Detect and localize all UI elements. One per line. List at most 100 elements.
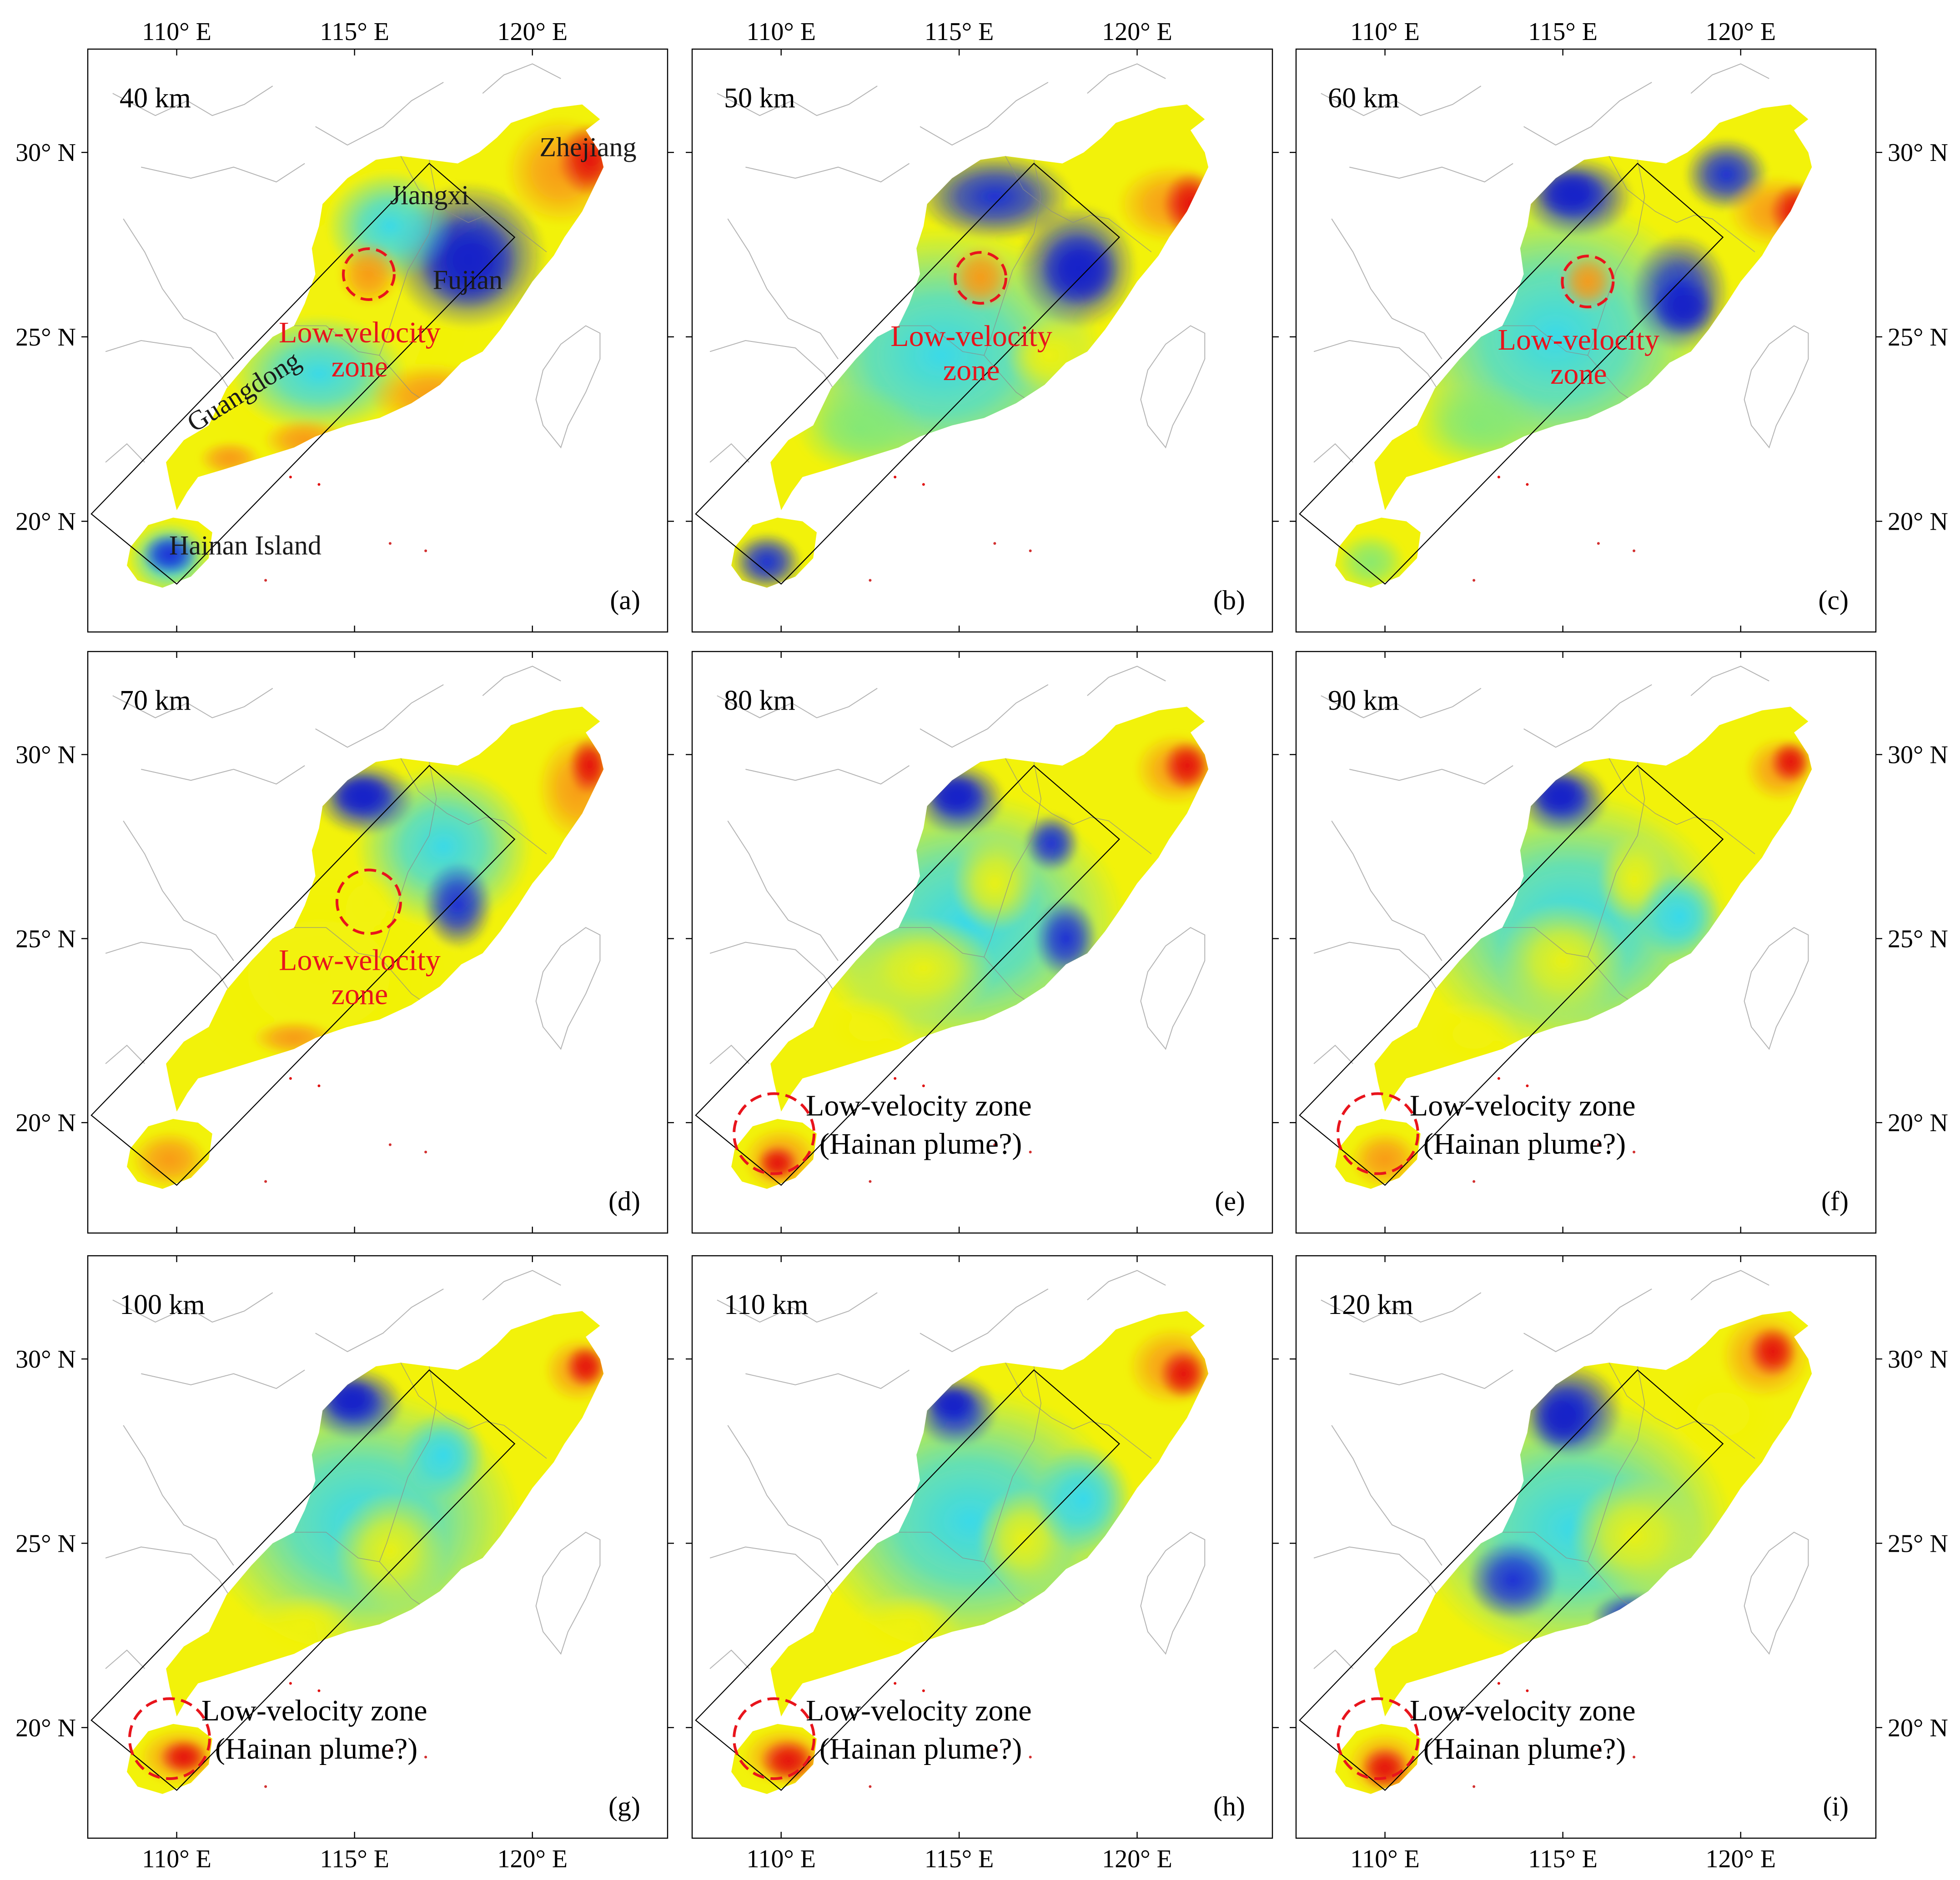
province-boundary-line bbox=[920, 684, 1049, 748]
province-boundary-line bbox=[1313, 443, 1353, 463]
province-boundary bbox=[1005, 155, 1152, 252]
study-area-box bbox=[90, 765, 516, 1186]
panel-i: 110° E 115° E 120° E 20° N 25° N 30° N 120 km (… bbox=[1290, 1255, 1948, 1873]
region-label: Jiangxi bbox=[390, 180, 469, 210]
province-boundary-line bbox=[1313, 1649, 1353, 1669]
province-boundary bbox=[983, 160, 1042, 400]
panel-letter: (d) bbox=[608, 1186, 640, 1216]
islet bbox=[388, 542, 392, 545]
lat-tick-label-right: 30° N bbox=[1888, 1345, 1948, 1374]
islet bbox=[869, 1785, 872, 1788]
province-boundary-line bbox=[1313, 1546, 1450, 1614]
velocity-anomaly bbox=[141, 532, 198, 577]
velocity-anomaly bbox=[1162, 740, 1209, 792]
panel-frame bbox=[691, 48, 1273, 633]
province-boundary-line bbox=[727, 820, 839, 961]
panel-h: 110° E 115° E 120° E 110 km (h) Low-velocity … bbox=[686, 1255, 1279, 1873]
taiwan-outline bbox=[1744, 1531, 1809, 1655]
lon-tick-label-bottom: 110° E bbox=[142, 1845, 211, 1873]
annotation-line-1: Low-velocity zone bbox=[1410, 1694, 1636, 1727]
province-boundary-line bbox=[1349, 163, 1513, 183]
province-boundary-line bbox=[1313, 340, 1450, 407]
velocity-anomaly bbox=[401, 1410, 487, 1499]
panel-letter: (h) bbox=[1213, 1791, 1245, 1821]
province-boundary-line bbox=[1321, 1292, 1482, 1323]
lon-tick-label-top: 120° E bbox=[1102, 18, 1172, 46]
velocity-anomaly bbox=[756, 1144, 799, 1182]
taiwan-outline bbox=[535, 1531, 601, 1655]
low-velocity-circle bbox=[733, 1092, 816, 1175]
province-boundary-line bbox=[315, 684, 444, 748]
panel-letter: (e) bbox=[1215, 1186, 1245, 1216]
islet bbox=[289, 1077, 292, 1080]
province-boundary-line bbox=[709, 1044, 750, 1064]
velocity-anomaly bbox=[159, 1739, 209, 1776]
province-boundary-line bbox=[482, 63, 561, 94]
province-boundary-line bbox=[105, 1546, 241, 1614]
islet bbox=[264, 1785, 267, 1788]
lon-tick-label-bottom: 115° E bbox=[320, 1845, 389, 1873]
annotation-line-1: Low-velocity zone bbox=[806, 1694, 1032, 1727]
annotation-line-2: (Hainan plume?) bbox=[819, 1127, 1022, 1160]
velocity-anomaly bbox=[1769, 740, 1812, 784]
province-boundary bbox=[379, 1366, 437, 1606]
islet bbox=[289, 1682, 292, 1685]
lat-tick-label-left: 25° N bbox=[15, 1529, 76, 1558]
low-velocity-circle bbox=[1561, 255, 1615, 309]
province-boundary bbox=[983, 1366, 1042, 1606]
low-velocity-circle bbox=[1336, 1697, 1419, 1780]
taiwan-outline bbox=[1744, 927, 1809, 1050]
province-boundary bbox=[1005, 1362, 1152, 1459]
panel-frame bbox=[1295, 651, 1877, 1234]
velocity-anomaly bbox=[130, 1130, 209, 1189]
velocity-anomaly bbox=[1360, 1746, 1410, 1790]
province-boundary bbox=[294, 325, 380, 356]
panel-f: 20° N 25° N 30° N 90 km (f) Low-velocity zone… bbox=[1290, 651, 1948, 1234]
lat-tick-label-right: 25° N bbox=[1888, 925, 1948, 953]
islet bbox=[388, 1748, 392, 1751]
velocity-anomaly bbox=[1637, 872, 1723, 961]
islet bbox=[1597, 1143, 1600, 1146]
province-boundary-line bbox=[1690, 63, 1769, 94]
low-velocity-circle bbox=[128, 1697, 211, 1780]
province-boundary-line bbox=[745, 1369, 910, 1389]
islet bbox=[264, 579, 267, 582]
islet bbox=[1526, 483, 1529, 486]
low-velocity-circle bbox=[342, 247, 396, 301]
province-boundary-line bbox=[709, 340, 846, 407]
annotation-line-1: Low-velocity zone bbox=[1410, 1089, 1636, 1122]
province-boundary-line bbox=[112, 1292, 273, 1323]
low-velocity-circle bbox=[733, 1697, 816, 1780]
province-boundary bbox=[1502, 927, 1588, 958]
islet bbox=[1473, 1180, 1476, 1183]
velocity-anomaly bbox=[1158, 1348, 1209, 1400]
lon-tick-label-top: 120° E bbox=[1705, 18, 1776, 46]
islet bbox=[922, 1689, 925, 1692]
province-boundary bbox=[1587, 1366, 1645, 1606]
lat-tick-label-left: 25° N bbox=[15, 323, 76, 351]
lat-tick-label-right: 20° N bbox=[1888, 1714, 1948, 1742]
velocity-anomaly bbox=[759, 1739, 817, 1783]
depth-label: 90 km bbox=[1328, 685, 1399, 716]
annotation-line-2: zone bbox=[332, 350, 388, 383]
province-boundary bbox=[1587, 762, 1645, 1002]
islet bbox=[317, 1689, 321, 1692]
province-boundary-line bbox=[1331, 820, 1442, 961]
study-area-box bbox=[90, 162, 516, 585]
province-boundary-line bbox=[105, 1649, 145, 1669]
province-boundary-line bbox=[727, 218, 839, 360]
panel-e: 80 km (e) Low-velocity zone (Hainan plume?) bbox=[686, 651, 1279, 1234]
islet bbox=[1029, 1755, 1032, 1759]
depth-label: 100 km bbox=[120, 1289, 205, 1320]
panel-letter: (f) bbox=[1821, 1186, 1849, 1216]
panel-frame bbox=[1295, 1255, 1877, 1839]
lon-tick-label-bottom: 120° E bbox=[497, 1845, 568, 1873]
province-boundary-line bbox=[1087, 1270, 1166, 1301]
islet bbox=[424, 549, 427, 552]
islet bbox=[1633, 1755, 1636, 1759]
islet bbox=[993, 1748, 996, 1751]
depth-label: 70 km bbox=[120, 685, 191, 716]
taiwan-outline bbox=[1140, 325, 1206, 449]
panel-frame bbox=[691, 651, 1273, 1234]
province-boundary-line bbox=[717, 688, 878, 718]
